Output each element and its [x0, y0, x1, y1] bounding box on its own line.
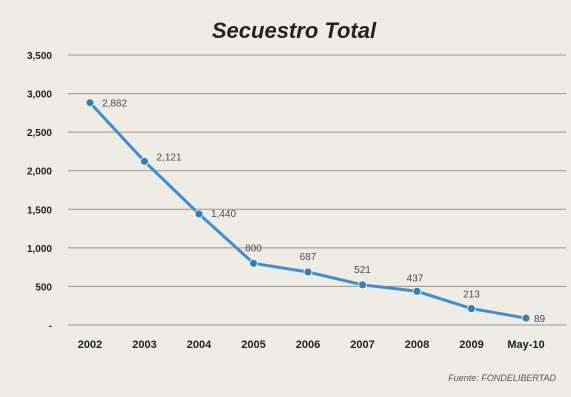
- data-point: [303, 267, 313, 277]
- y-tick-label: 500: [35, 282, 52, 293]
- data-point: [412, 286, 422, 296]
- y-tick-label: 2,500: [27, 128, 52, 139]
- data-point: [140, 156, 149, 166]
- y-tick-label: 3,500: [27, 51, 52, 62]
- data-label: 213: [463, 290, 480, 301]
- y-tick-label: -: [49, 321, 52, 332]
- x-axis-ticks: 2002 2003 2004 2005 2006 2007 2008 2009 May-10: [78, 339, 545, 351]
- data-point: [358, 280, 367, 290]
- y-tick-label: 3,000: [27, 90, 52, 101]
- series-line: [88, 101, 528, 320]
- y-tick-label: 2,000: [27, 167, 52, 178]
- x-tick-label: 2002: [78, 339, 102, 351]
- data-label: 687: [300, 252, 317, 263]
- data-labels: 2,882 2,121 1,440 800 687 521 437 213 89: [102, 99, 546, 325]
- data-point: [249, 258, 258, 268]
- data-point: [467, 304, 476, 313]
- data-label: 89: [534, 314, 546, 325]
- data-point: [85, 98, 95, 108]
- data-point: [194, 209, 204, 219]
- x-tick-label: May-10: [507, 339, 544, 351]
- x-tick-label: 2009: [459, 339, 483, 351]
- x-tick-label: 2008: [405, 339, 429, 351]
- x-tick-label: 2007: [350, 339, 374, 351]
- data-label: 1,440: [211, 209, 236, 220]
- x-tick-label: 2005: [241, 339, 265, 351]
- chart-title: Secuestro Total: [212, 18, 377, 43]
- data-label: 2,882: [102, 99, 127, 110]
- data-label: 800: [245, 243, 262, 254]
- series: [85, 98, 531, 323]
- y-tick-label: 1,500: [27, 205, 52, 216]
- y-tick-label: 1,000: [27, 244, 52, 255]
- x-tick-label: 2003: [132, 339, 156, 351]
- source-note: Fuente: FONDELIBERTAD: [448, 373, 556, 383]
- x-tick-label: 2004: [187, 339, 212, 351]
- data-label: 521: [354, 265, 371, 276]
- data-label: 437: [407, 273, 424, 284]
- y-axis-ticks: - 500 1,000 1,500 2,000 2,500 3,000 3,500: [27, 51, 52, 332]
- x-tick-label: 2006: [296, 339, 320, 351]
- data-point: [521, 313, 531, 323]
- gridlines: [68, 54, 566, 326]
- data-label: 2,121: [157, 152, 182, 163]
